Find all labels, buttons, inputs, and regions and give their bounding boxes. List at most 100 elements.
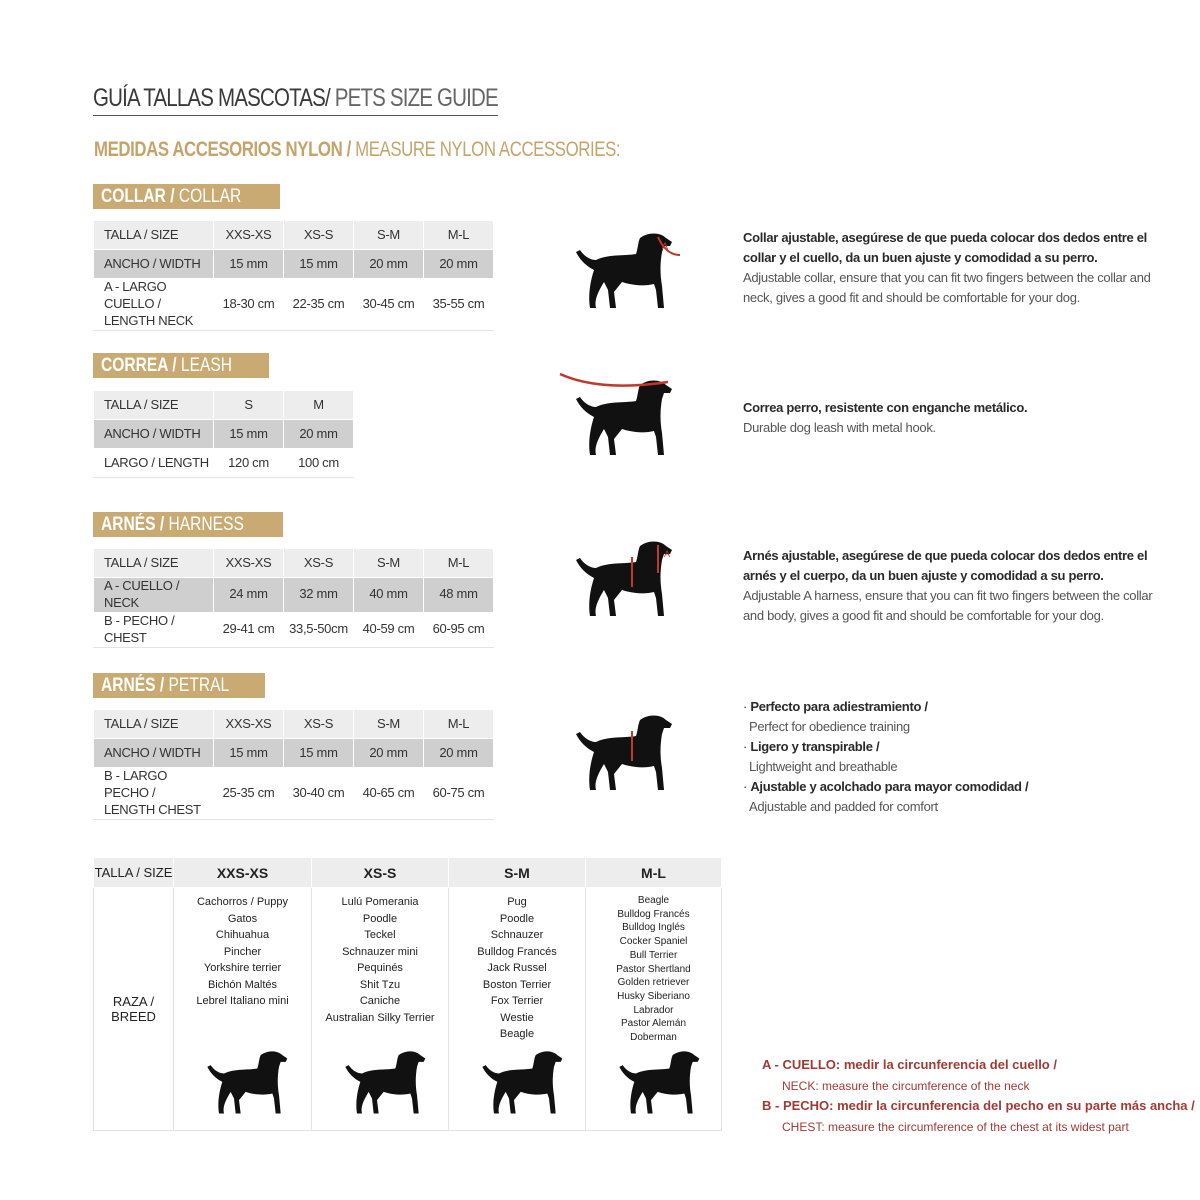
breed-item: Lulú Pomerania — [341, 896, 419, 908]
table-cell: 15 mm — [283, 249, 354, 279]
size-header: TALLA / SIZE — [93, 857, 174, 888]
breed-item: Poodle — [499, 912, 535, 925]
table-cell: 20 mm — [423, 738, 494, 768]
page-subtitle: MEDIDAS ACCESORIOS NYLON / MEASURE NYLON… — [94, 138, 621, 161]
schnauzer-icon — [482, 1051, 563, 1114]
dog-collar-icon: A — [576, 233, 681, 308]
breed-item: Golden retriever — [617, 977, 690, 989]
table-row: ANCHO / WIDTH 15 mm 15 mm 20 mm 20 mm — [93, 738, 494, 768]
section-description: Arnés ajustable, asegúrese de que pueda … — [743, 548, 1153, 623]
table-cell: 60-95 cm — [423, 611, 494, 648]
breed-item: Schnauzer — [490, 929, 544, 941]
row-label: A - CUELLO / NECK — [93, 577, 214, 613]
table-cell: 20 mm — [353, 738, 424, 768]
dog-leash-icon — [559, 372, 672, 455]
table-cell: 100 cm — [283, 448, 354, 478]
table-cell: S-M — [353, 709, 424, 739]
table-cell: 15 mm — [283, 738, 354, 768]
size-table: TALLA / SIZE S M ANCHO / WIDTH 15 mm 20 mm LAR… — [93, 390, 354, 478]
table-cell: M-L — [423, 220, 494, 250]
table-cell: 15 mm — [213, 249, 284, 279]
feature-list: · Perfecto para adiestramiento / Perfect … — [743, 697, 1163, 817]
breed-item: Teckel — [364, 929, 396, 941]
table-cell: 29-41 cm — [213, 611, 284, 648]
breed-item: Beagle — [637, 895, 670, 906]
measure-legend: A - CUELLO: medir la circunferencia del … — [762, 1057, 1195, 1134]
table-cell: M — [283, 390, 354, 420]
breed-item: Boston Terrier — [482, 978, 552, 991]
table-cell: 48 mm — [423, 577, 494, 613]
feature-item: · Ajustable y acolchado para mayor comod… — [743, 779, 1029, 794]
section-description: Correa perro, resistente con enganche me… — [743, 400, 1028, 435]
breed-item: Chihuahua — [215, 929, 270, 941]
section-badge: COLLAR / COLLAR — [93, 184, 281, 209]
breed-item: Bichón Maltés — [207, 978, 278, 991]
table-cell: XS-S — [283, 548, 354, 578]
section-description: Collar ajustable, asegúrese de que pueda… — [743, 230, 1151, 305]
table-cell: XS-S — [283, 220, 354, 250]
breed-list: Beagle Bulldog Francés Bulldog Inglés Cocke… — [586, 894, 721, 1045]
feature-item: · Ligero y transpirable / — [743, 739, 880, 754]
table-row: ANCHO / WIDTH 15 mm 15 mm 20 mm 20 mm — [93, 249, 494, 279]
table-row: ANCHO / WIDTH 15 mm 20 mm — [93, 419, 354, 449]
breed-item: Jack Russel — [487, 962, 547, 974]
doberman-icon — [619, 1051, 700, 1114]
svg-text:A: A — [662, 241, 668, 251]
breed-item: Pug — [507, 896, 527, 908]
row-label: ANCHO / WIDTH — [93, 249, 214, 279]
table-row: B - LARGO PECHO / LENGTH CHEST 25-35 cm 30… — [93, 767, 494, 820]
table-cell: 32 mm — [283, 577, 354, 613]
row-label: ANCHO / WIDTH — [93, 738, 214, 768]
table-cell: S-M — [353, 220, 424, 250]
row-label: LARGO / LENGTH — [93, 448, 214, 478]
table-row: A - CUELLO / NECK 24 mm 32 mm 40 mm 48 mm — [93, 577, 494, 613]
table-cell: M-L — [423, 709, 494, 739]
page-title: GUÍA TALLAS MASCOTAS/ PETS SIZE GUIDE — [93, 84, 499, 116]
table-row: A - LARGO CUELLO / LENGTH NECK 18-30 cm 22… — [93, 278, 494, 331]
table-row: TALLA / SIZE XXS-XS XS-S S-M M-L — [93, 709, 494, 739]
row-label: B - PECHO / CHEST — [93, 611, 214, 648]
table-row: B - PECHO / CHEST 29-41 cm 33,5-50cm 40-59 … — [93, 611, 494, 648]
size-column-header: XS-S — [311, 857, 449, 888]
table-cell: 40 mm — [353, 577, 424, 613]
table-cell: 22-35 cm — [283, 278, 354, 331]
row-label: A - LARGO CUELLO / LENGTH NECK — [93, 278, 214, 331]
table-cell: 35-55 cm — [423, 278, 494, 331]
row-label: TALLA / SIZE — [93, 548, 214, 578]
breed-item: Poodle — [362, 912, 398, 925]
breed-item: Lebrel Italiano mini — [196, 995, 289, 1007]
size-table: TALLA / SIZE XXS-XS XS-S S-M M-L ANCHO / WIDT… — [93, 709, 494, 820]
size-table: TALLA / SIZE XXS-XS XS-S S-M M-L A - CUELLO /… — [93, 548, 494, 648]
svg-text:A: A — [664, 549, 670, 559]
breed-label: RAZA / BREED — [93, 887, 174, 1131]
dog-petral-icon — [576, 715, 672, 790]
table-row: TALLA / SIZE XXS-XS XS-S S-M M-L — [93, 548, 494, 578]
size-column-header: XXS-XS — [173, 857, 312, 888]
table-row: TALLA / SIZE XXS-XS XS-S S-M M-L — [93, 220, 494, 250]
breed-list: Lulú Pomerania Poodle Teckel Schnauzer mini… — [312, 894, 448, 1026]
breed-item: Westie — [500, 1011, 534, 1024]
breed-item: Shit Tzu — [359, 978, 401, 991]
table-cell: XXS-XS — [213, 220, 284, 250]
dog-harness-icon: A — [576, 541, 672, 616]
section-badge: CORREA / LEASH — [93, 353, 269, 378]
breed-item: Bulldog Francés — [617, 908, 690, 920]
table-cell: 15 mm — [213, 738, 284, 768]
breed-item: Bull Terrier — [629, 949, 678, 961]
row-label: TALLA / SIZE — [93, 709, 214, 739]
breed-item: Caniche — [359, 995, 401, 1007]
table-cell: XXS-XS — [213, 709, 284, 739]
table-cell: 33,5-50cm — [283, 611, 354, 648]
breed-item: Yorkshire terrier — [203, 962, 282, 974]
table-cell: 60-75 cm — [423, 767, 494, 820]
breed-item: Labrador — [633, 1004, 674, 1016]
dachshund-icon — [345, 1051, 426, 1114]
breed-item: Bulldog Francés — [477, 945, 557, 958]
table-cell: 20 mm — [283, 419, 354, 449]
breed-list: Cachorros / Puppy Gatos Chihuahua Pincher Yo… — [174, 894, 311, 1010]
breed-item: Beagle — [499, 1028, 535, 1040]
breed-item: Australian Silky Terrier — [325, 1011, 435, 1024]
table-cell: 20 mm — [423, 249, 494, 279]
table-cell: 18-30 cm — [213, 278, 284, 331]
cat-and-chihuahua-icon — [207, 1051, 288, 1114]
